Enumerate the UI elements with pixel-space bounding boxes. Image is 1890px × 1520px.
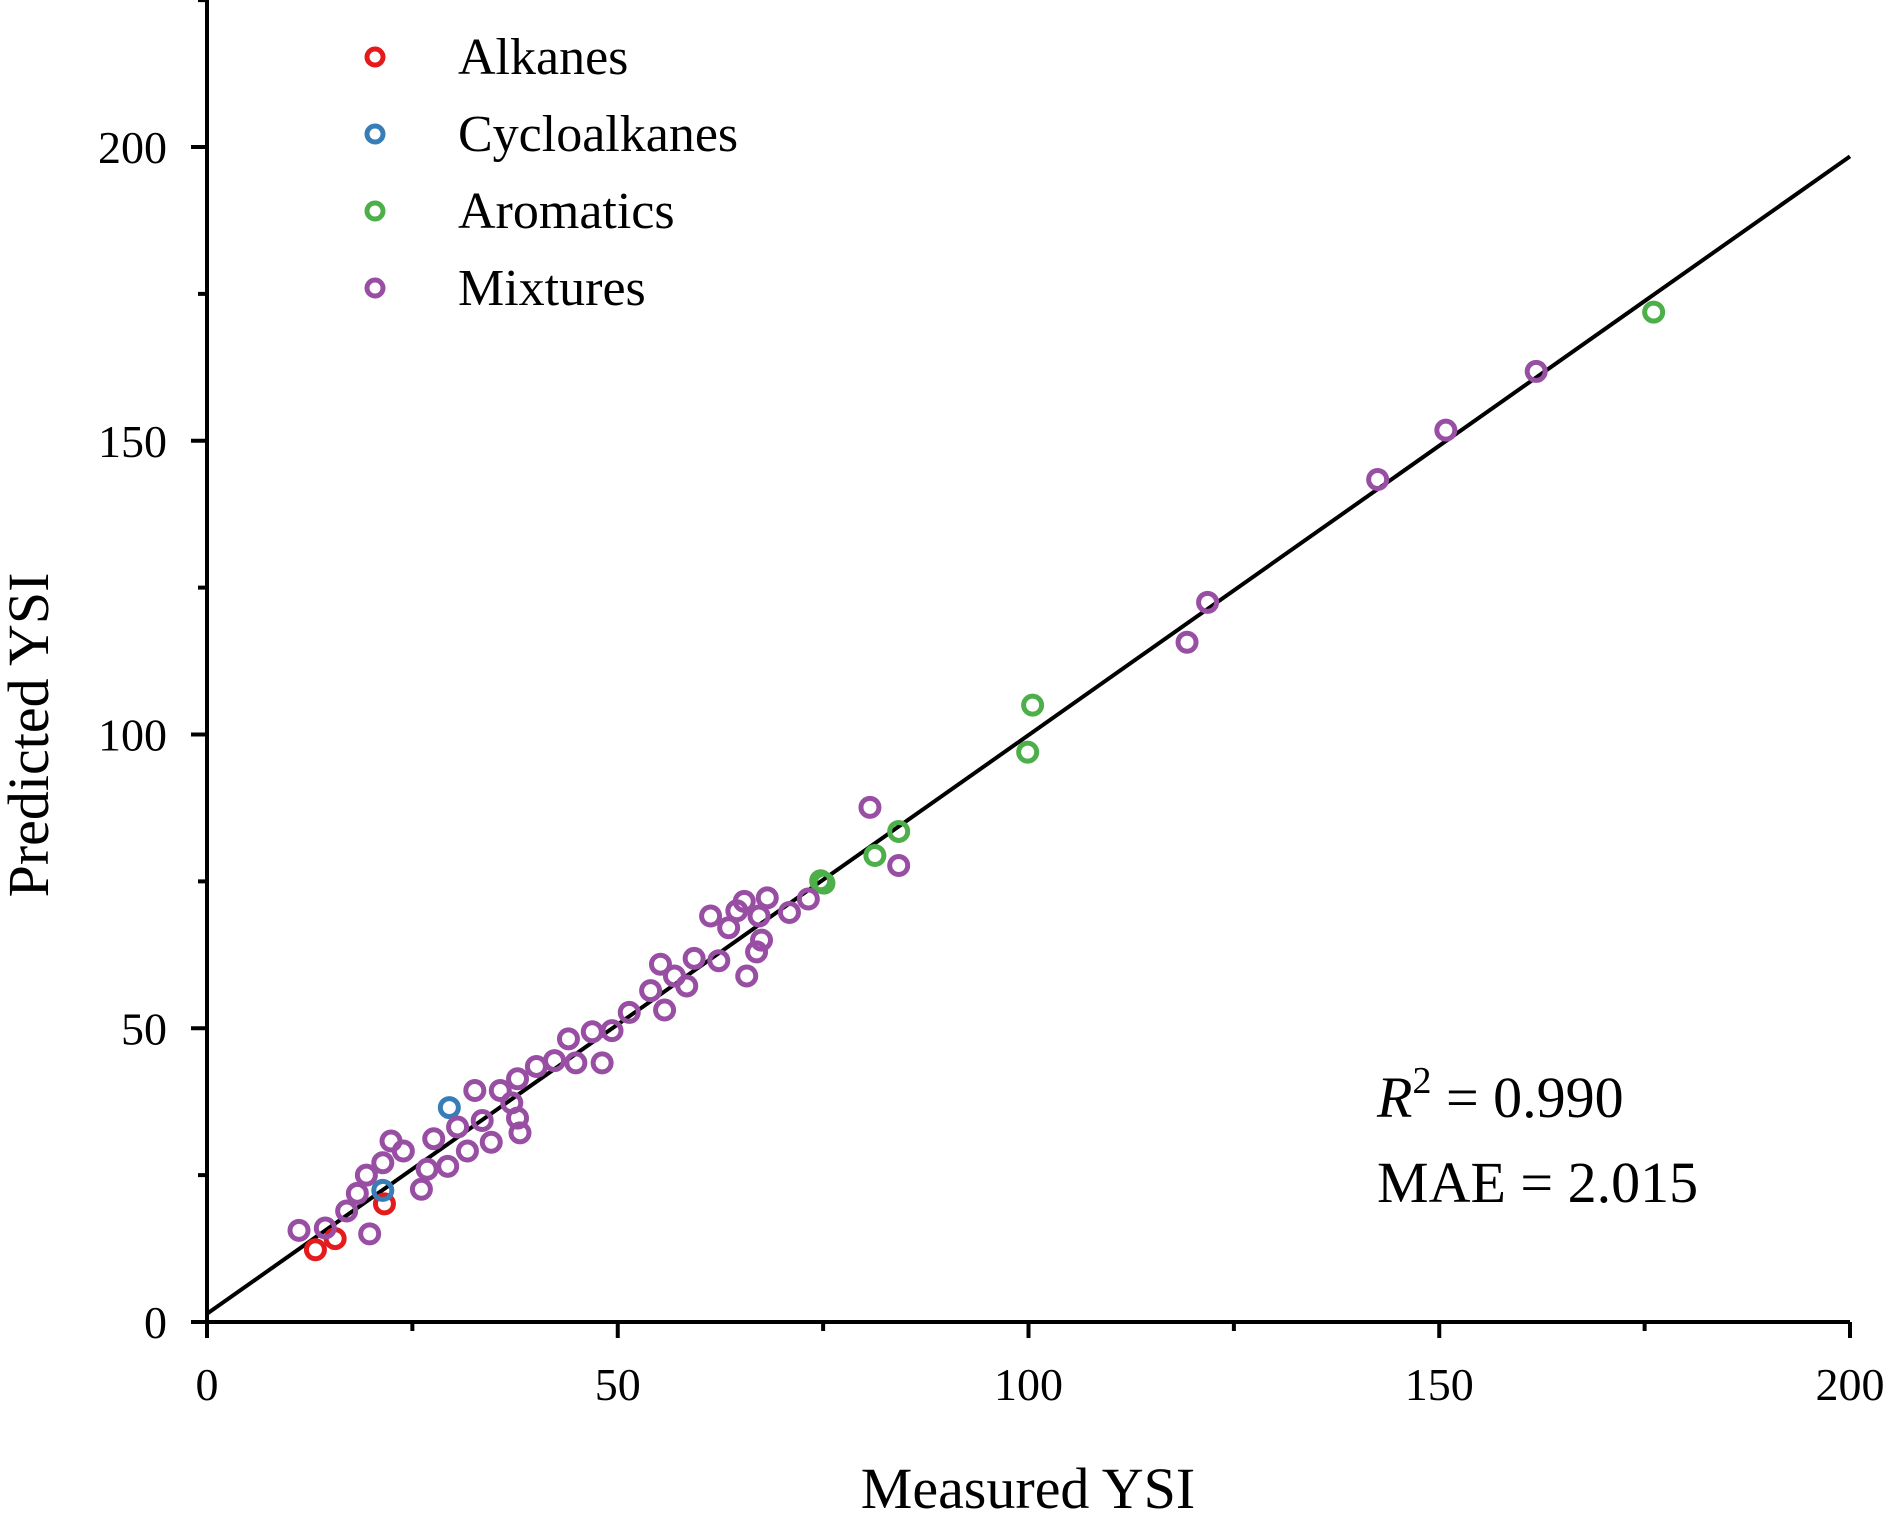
data-point-alkanes [372, 1192, 396, 1216]
data-point-mixtures [506, 1106, 530, 1130]
data-point-mixtures [750, 928, 774, 952]
x-tick-label: 150 [1405, 1359, 1474, 1410]
data-point-mixtures [745, 940, 769, 964]
data-point-mixtures [371, 1151, 395, 1175]
data-point-mixtures [1196, 590, 1220, 614]
data-point-aromatics [887, 819, 911, 843]
data-point-mixtures [617, 1000, 641, 1024]
legend-marker-cycloalkanes [364, 123, 386, 145]
y-tick-label: 50 [121, 1003, 167, 1054]
data-point-cycloalkanes [371, 1178, 395, 1202]
data-point-mixtures [508, 1121, 532, 1145]
data-point-aromatics [1642, 300, 1666, 324]
data-point-mixtures [755, 886, 779, 910]
legend-label-aromatics: Aromatics [458, 183, 675, 240]
data-point-mixtures [345, 1181, 369, 1205]
data-point-alkanes [303, 1238, 327, 1262]
data-point-mixtures [313, 1216, 337, 1240]
data-point-mixtures [735, 964, 759, 988]
data-point-mixtures [446, 1115, 470, 1139]
mae-annotation: MAE = 2.015 [1377, 1150, 1698, 1215]
r2-annotation: R2 = 0.990 [1376, 1060, 1624, 1130]
y-tick-label: 0 [144, 1297, 167, 1348]
y-tick-label: 150 [98, 416, 167, 467]
data-point-mixtures [796, 887, 820, 911]
data-point-mixtures [436, 1154, 460, 1178]
data-point-aromatics [812, 871, 836, 895]
data-point-mixtures [732, 889, 756, 913]
data-point-mixtures [1524, 359, 1548, 383]
data-point-mixtures [391, 1139, 415, 1163]
data-point-mixtures [600, 1019, 624, 1043]
data-point-mixtures [564, 1051, 588, 1075]
data-point-mixtures [455, 1139, 479, 1163]
data-point-mixtures [675, 974, 699, 998]
data-point-mixtures [354, 1163, 378, 1187]
data-point-mixtures [556, 1027, 580, 1051]
x-tick-label: 100 [994, 1359, 1063, 1410]
data-point-mixtures [648, 952, 672, 976]
data-point-mixtures [747, 904, 771, 928]
data-point-mixtures [358, 1222, 382, 1246]
data-point-mixtures [542, 1049, 566, 1073]
data-point-mixtures [699, 904, 723, 928]
data-point-aromatics [863, 844, 887, 868]
data-point-mixtures [1175, 630, 1199, 654]
data-point-mixtures [707, 949, 731, 973]
x-tick-label: 200 [1816, 1359, 1885, 1410]
fit-line [205, 154, 1852, 1316]
data-point-mixtures [524, 1054, 548, 1078]
data-point-mixtures [506, 1067, 530, 1091]
data-point-mixtures [287, 1218, 311, 1242]
legend-marker-alkanes [364, 46, 386, 68]
y-tick-label: 100 [98, 710, 167, 761]
data-point-mixtures [777, 901, 801, 925]
data-point-mixtures [639, 979, 663, 1003]
data-point-mixtures [335, 1199, 359, 1223]
plot-area [205, 154, 1852, 1316]
legend-label-cycloalkanes: Cycloalkanes [458, 106, 738, 163]
x-tick-label: 50 [595, 1359, 641, 1410]
data-point-cycloalkanes [437, 1096, 461, 1120]
data-point-mixtures [580, 1020, 604, 1044]
data-point-mixtures [1434, 418, 1458, 442]
legend: Alkanes Cycloalkanes Aromatics Mixtures [364, 29, 738, 317]
data-point-mixtures [1366, 468, 1390, 492]
data-point-mixtures [409, 1177, 433, 1201]
y-axis-label: Predicted YSI [0, 573, 61, 898]
data-point-mixtures [590, 1051, 614, 1075]
data-point-aromatics [1016, 740, 1040, 764]
legend-label-alkanes: Alkanes [458, 29, 628, 86]
axes: 0 50 100 150 200 0 50 100 150 200 [98, 0, 1885, 1410]
legend-label-mixtures: Mixtures [458, 260, 646, 317]
data-point-aromatics [1021, 693, 1045, 717]
x-axis-label: Measured YSI [861, 1456, 1196, 1520]
y-tick-label: 200 [98, 122, 167, 173]
data-point-mixtures [470, 1108, 494, 1132]
data-point-mixtures [479, 1130, 503, 1154]
data-point-mixtures [488, 1079, 512, 1103]
legend-marker-mixtures [364, 277, 386, 299]
data-point-mixtures [422, 1127, 446, 1151]
data-point-mixtures [682, 946, 706, 970]
x-tick-label: 0 [196, 1359, 219, 1410]
data-point-mixtures [415, 1157, 439, 1181]
data-point-mixtures [858, 795, 882, 819]
data-point-mixtures [653, 998, 677, 1022]
legend-marker-aromatics [364, 200, 386, 222]
data-point-mixtures [887, 854, 911, 878]
data-point-mixtures [463, 1079, 487, 1103]
